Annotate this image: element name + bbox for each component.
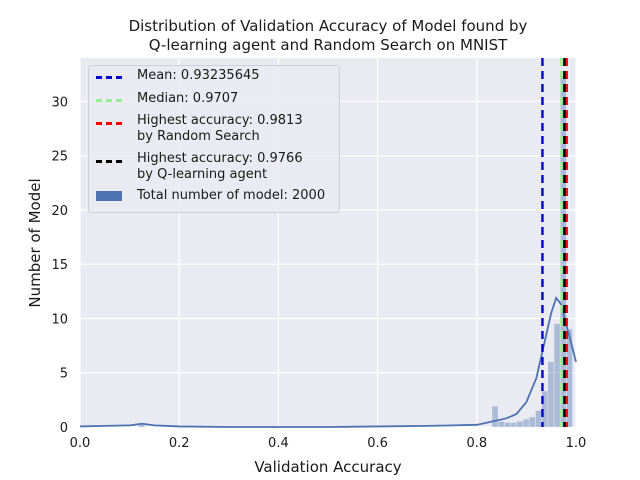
histogram-bar <box>541 391 548 427</box>
x-tick-label: 0.2 <box>169 436 190 451</box>
legend-total-swatch <box>96 191 122 201</box>
histogram-bar <box>535 410 542 427</box>
y-tick-label: 15 <box>51 258 68 273</box>
y-axis-label: Number of Model <box>26 178 44 307</box>
chart-title-line-1: Distribution of Validation Accuracy of M… <box>128 17 528 35</box>
x-tick-label: 0.6 <box>367 436 388 451</box>
legend-qlearning-swatch <box>96 160 122 163</box>
histogram-bar <box>548 361 554 427</box>
x-tick-label: 0.8 <box>466 436 487 451</box>
histogram-bar <box>554 323 560 427</box>
legend-median-label: Median: 0.9707 <box>137 91 239 106</box>
x-tick-label: 0.4 <box>268 436 289 451</box>
histogram-bar <box>560 75 567 427</box>
y-tick-label: 10 <box>51 312 68 327</box>
legend-random-search-label-2: by Random Search <box>137 129 260 144</box>
histogram-bar <box>510 422 517 427</box>
kde-curve <box>79 295 577 428</box>
y-tick-label: 0 <box>60 421 68 436</box>
legend-qlearning-label-2: by Q-learning agent <box>137 167 268 182</box>
y-tick-label: 20 <box>51 204 68 219</box>
histogram-bar <box>492 406 498 427</box>
legend: Mean: 0.93235645 Median: 0.9707 Highest … <box>88 65 340 213</box>
histogram-bar <box>504 422 511 427</box>
y-tick-label: 5 <box>60 367 68 382</box>
histogram-bar <box>523 419 529 427</box>
x-tick-label: 1.0 <box>566 436 587 451</box>
histogram-bar <box>566 329 573 427</box>
histogram-bar <box>138 424 145 427</box>
histogram-bar <box>517 421 523 427</box>
histogram-bar <box>498 421 505 427</box>
legend-total-label: Total number of model: 2000 <box>137 188 326 203</box>
legend-mean-swatch <box>96 76 122 79</box>
legend-random-search-swatch <box>96 122 122 125</box>
x-axis-label: Validation Accuracy <box>254 458 401 476</box>
legend-median-swatch <box>96 99 122 102</box>
y-tick-label: 30 <box>51 95 68 110</box>
legend-random-search-label-1: Highest accuracy: 0.9813 <box>137 113 303 128</box>
legend-mean-label: Mean: 0.93235645 <box>137 68 260 83</box>
histogram-bar <box>529 417 536 427</box>
x-tick-label: 0.0 <box>70 436 91 451</box>
legend-qlearning-label-1: Highest accuracy: 0.9766 <box>137 151 303 166</box>
chart-title-line-2: Q-learning agent and Random Search on MN… <box>148 36 508 54</box>
y-tick-label: 25 <box>51 150 68 165</box>
